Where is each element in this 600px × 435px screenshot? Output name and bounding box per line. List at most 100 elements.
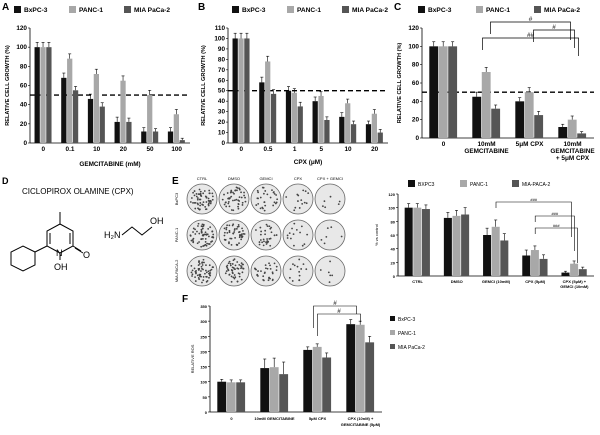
y-tick-label: 100 — [16, 44, 27, 51]
bar — [67, 58, 73, 143]
colony-dot — [197, 264, 200, 267]
colony-dot — [234, 228, 236, 230]
x-tick-label: GEMCITABINE (5μM) — [341, 422, 381, 427]
colony-dot — [303, 201, 306, 204]
colony-dot — [211, 192, 214, 195]
colony-dot — [300, 199, 303, 202]
colony-dot — [228, 231, 231, 234]
colony-dot — [228, 229, 231, 232]
colony-dot — [237, 199, 240, 202]
x-tick-label: 100 — [171, 146, 182, 153]
colony-dot — [202, 233, 205, 236]
colony-dot — [227, 200, 230, 203]
chart-e: BXPC3 PANC-1 MIA-PACA-2 0 20 40 60 80 100 120 % vs… — [374, 180, 594, 289]
colony-dot — [258, 243, 261, 246]
legend-label: PANC-1 — [470, 182, 488, 188]
y-tick-label: 300 — [200, 319, 207, 324]
bar — [461, 214, 470, 276]
bar — [443, 217, 452, 276]
colony-dot — [197, 269, 200, 271]
x-tick-label: 5 — [320, 146, 324, 153]
colony-dot — [208, 274, 211, 276]
colony-dot — [256, 189, 259, 192]
colony-dot — [303, 243, 306, 246]
bar — [244, 38, 250, 143]
x-tick-label: CPX (5μM) + — [563, 279, 587, 284]
chart-a: A BxPC-3 PANC-1 MIA PaCa-2020406080100120R… — [2, 2, 190, 168]
bar — [322, 357, 332, 412]
colony-dot — [236, 187, 239, 189]
x-tick-label: 0.5 — [264, 146, 273, 153]
bar — [61, 77, 67, 143]
colony-dot — [232, 191, 234, 194]
colony-dot — [192, 237, 195, 240]
legend-label: BxPC-3 — [242, 7, 266, 14]
legend-swatch — [418, 6, 425, 13]
y-tick-label: 40 — [218, 98, 226, 105]
colony-dot — [298, 279, 301, 282]
colony-plate — [250, 219, 282, 251]
colony-dot — [226, 231, 229, 234]
bar — [226, 382, 236, 412]
atom-h2n: H₂N — [104, 230, 121, 240]
significance-mark: ### — [530, 197, 537, 202]
colony-dot — [328, 281, 331, 284]
colony-dot — [276, 198, 279, 201]
legend-label: PANC-1 — [486, 7, 510, 14]
atom-oh-2: OH — [150, 216, 164, 226]
colony-dot — [293, 244, 295, 247]
colony-dot — [320, 238, 323, 241]
y-tick-label: 80 — [20, 63, 28, 70]
plate-column-label: GEMCI — [259, 176, 272, 181]
colony-dot — [230, 275, 233, 278]
legend-swatch — [408, 180, 415, 187]
y-tick-label: 0 — [221, 140, 225, 147]
colony-dot — [223, 227, 226, 230]
colony-dot — [329, 260, 331, 263]
colony-dot — [273, 191, 275, 193]
bar — [238, 38, 244, 143]
y-tick-label: 10 — [218, 130, 226, 137]
colony-dot — [243, 194, 245, 197]
colony-dot — [265, 223, 268, 226]
colony-dot — [261, 241, 264, 244]
legend-swatch — [534, 6, 541, 13]
colony-dot — [207, 197, 210, 200]
legend-label: BxPC-3 — [428, 7, 452, 14]
plate-column-label: CPX + GEMCI — [317, 176, 343, 181]
colony-dot — [194, 207, 197, 210]
y-tick-label: 40 — [391, 247, 396, 252]
significance-bracket — [534, 227, 578, 263]
molecule-bonds — [10, 212, 153, 272]
colony-dot — [330, 226, 333, 229]
colony-dot — [232, 232, 235, 235]
bar — [371, 113, 377, 143]
colony-dot — [266, 241, 269, 244]
colony-dot — [263, 201, 266, 204]
colony-dot — [261, 206, 264, 209]
colony-plates: E CTRL DMSO GEMCI CPX CPX + GEMCI BxPC3 PANC-1… — [172, 176, 346, 287]
colony-dot — [329, 195, 332, 198]
x-tick-label: 0 — [442, 141, 446, 148]
colony-dot — [266, 267, 269, 270]
colony-dot — [263, 279, 265, 282]
x-tick-label: GEMCITABINE — [550, 148, 595, 155]
colony-dot — [200, 265, 203, 268]
colony-dot — [190, 239, 193, 242]
colony-dot — [240, 233, 243, 236]
colony-dot — [235, 243, 238, 246]
colony-dot — [208, 192, 211, 195]
bar — [173, 114, 179, 143]
bar — [291, 92, 297, 143]
colony-dot — [262, 244, 265, 247]
colony-dot — [237, 224, 240, 226]
bar — [126, 121, 132, 143]
colony-dot — [200, 238, 203, 240]
colony-dot — [228, 273, 231, 276]
colony-dot — [232, 209, 235, 212]
chart-b: B BxPC-3 PANC-1 MIA PaCa-20102030405060708… — [198, 2, 388, 166]
colony-dot — [209, 202, 212, 205]
colony-dot — [208, 276, 210, 279]
colony-dot — [229, 264, 232, 267]
colony-dot — [233, 199, 236, 202]
